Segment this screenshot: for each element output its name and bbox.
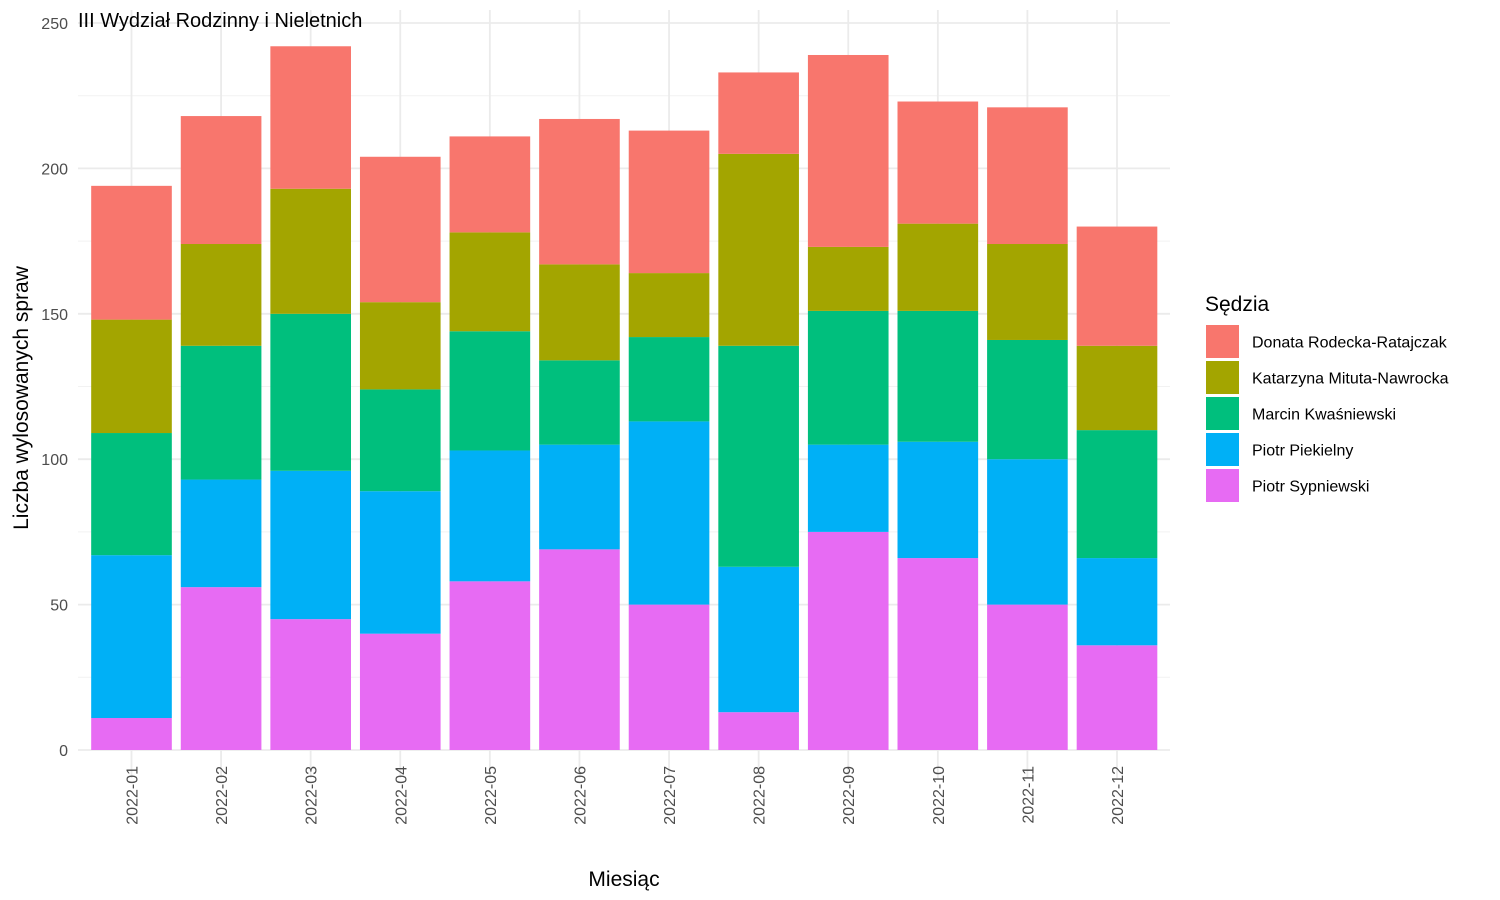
legend-items: Donata Rodecka-Ratajczak Katarzyna Mituta… [1206,325,1449,502]
legend: Sędzia Donata Rodecka-Ratajczak Katarzyna… [1205,293,1449,502]
x-axis-title: Miesiąc [588,868,659,891]
bar-segment-piotr-sypniewski-2022-08 [718,712,799,750]
legend-label-katarzyna-mituta-nawrocka: Katarzyna Mituta-Nawrocka [1252,371,1449,388]
legend-label-donata-rodecka-ratajczak: Donata Rodecka-Ratajczak [1252,335,1448,352]
bar-segment-piotr-piekielny-2022-07 [628,421,710,605]
bar-segment-piotr-sypniewski-2022-12 [1076,645,1158,750]
bar-segment-piotr-piekielny-2022-11 [987,459,1068,605]
bar-segment-piotr-piekielny-2022-08 [718,566,799,713]
x-tick-label: 2022-07 [662,766,679,825]
bar-segment-marcin-kwasniewski-2022-09 [807,310,889,445]
bar-segment-piotr-sypniewski-2022-07 [628,604,710,750]
y-tick-label: 150 [41,307,68,324]
bar-segment-piotr-piekielny-2022-02 [180,479,262,588]
bar-segment-katarzyna-mituta-nawrocka-2022-11 [987,244,1068,340]
bar-segment-katarzyna-mituta-nawrocka-2022-06 [539,264,620,361]
legend-label-marcin-kwasniewski: Marcin Kwaśniewski [1252,407,1396,424]
bar-segment-donata-rodecka-ratajczak-2022-06 [539,118,620,265]
bar-segment-piotr-sypniewski-2022-04 [359,633,441,750]
bar-segment-katarzyna-mituta-nawrocka-2022-09 [807,246,889,311]
bar-segment-marcin-kwasniewski-2022-06 [539,360,620,445]
y-tick-label: 0 [59,743,68,760]
bar-segment-donata-rodecka-ratajczak-2022-02 [180,116,262,245]
bar-segment-donata-rodecka-ratajczak-2022-07 [628,130,710,274]
bar-segment-piotr-sypniewski-2022-11 [987,604,1068,750]
legend-key-katarzyna-mituta-nawrocka [1206,361,1239,394]
bar-segment-donata-rodecka-ratajczak-2022-11 [987,107,1068,245]
legend-key-donata-rodecka-ratajczak [1206,325,1239,358]
bar-segment-piotr-sypniewski-2022-10 [897,558,979,750]
bar-segment-katarzyna-mituta-nawrocka-2022-10 [897,223,979,311]
y-tick-label: 200 [41,161,68,178]
x-tick-label: 2022-02 [214,766,231,825]
bar-segment-marcin-kwasniewski-2022-07 [628,337,710,422]
x-tick-label: 2022-09 [841,766,858,825]
x-tick-label: 2022-10 [931,766,948,825]
legend-key-piotr-sypniewski [1206,469,1239,502]
bar-segment-piotr-sypniewski-2022-02 [180,587,262,750]
bar-segment-katarzyna-mituta-nawrocka-2022-07 [628,273,710,338]
x-axis-ticks: 2022-01 2022-02 2022-03 2022-04 2022-05 2022-… [125,766,1128,825]
bar-segment-donata-rodecka-ratajczak-2022-01 [91,185,172,320]
bar-segment-donata-rodecka-ratajczak-2022-09 [807,54,889,247]
bar-segment-katarzyna-mituta-nawrocka-2022-02 [180,244,262,346]
bar-segment-piotr-piekielny-2022-05 [449,450,531,582]
bar-segment-piotr-piekielny-2022-09 [807,444,889,532]
bar-segment-katarzyna-mituta-nawrocka-2022-08 [718,153,799,346]
bar-segment-marcin-kwasniewski-2022-04 [359,389,441,492]
bar-segment-katarzyna-mituta-nawrocka-2022-05 [449,232,531,332]
bar-segment-marcin-kwasniewski-2022-03 [270,313,351,471]
bar-segment-piotr-piekielny-2022-06 [539,444,620,550]
x-tick-label: 2022-03 [304,766,321,825]
x-tick-label: 2022-12 [1110,766,1127,825]
bar-segment-donata-rodecka-ratajczak-2022-08 [718,72,799,154]
bar-segment-piotr-sypniewski-2022-03 [270,619,351,750]
bar-segment-katarzyna-mituta-nawrocka-2022-01 [91,319,172,434]
bar-segment-donata-rodecka-ratajczak-2022-10 [897,101,979,224]
legend-label-piotr-sypniewski: Piotr Sypniewski [1252,479,1369,496]
x-tick-label: 2022-11 [1020,766,1037,824]
bar-segment-marcin-kwasniewski-2022-10 [897,310,979,442]
bar-segment-piotr-piekielny-2022-10 [897,441,979,559]
bar-segment-marcin-kwasniewski-2022-12 [1076,430,1158,559]
x-tick-label: 2022-01 [125,766,142,825]
x-tick-label: 2022-04 [393,766,410,825]
x-tick-label: 2022-08 [752,766,769,825]
y-axis-title: Liczba wylosowanych spraw [10,265,33,530]
bar-segment-marcin-kwasniewski-2022-05 [449,331,531,451]
bar-segment-piotr-piekielny-2022-03 [270,470,351,620]
bar-segment-piotr-sypniewski-2022-01 [91,718,172,750]
bar-segment-piotr-sypniewski-2022-05 [449,581,531,750]
y-tick-label: 50 [50,598,68,615]
bar-segment-donata-rodecka-ratajczak-2022-04 [359,156,441,303]
y-axis-ticks: 0 50 100 150 200 250 [41,16,68,760]
bar-segment-katarzyna-mituta-nawrocka-2022-12 [1076,345,1158,431]
legend-title: Sędzia [1205,293,1270,316]
bar-segment-piotr-sypniewski-2022-09 [807,531,889,750]
bar-segment-marcin-kwasniewski-2022-08 [718,345,799,567]
bar-segment-marcin-kwasniewski-2022-01 [91,433,172,556]
legend-label-piotr-piekielny: Piotr Piekielny [1252,443,1353,460]
bar-segment-donata-rodecka-ratajczak-2022-03 [270,46,351,189]
bar-segment-katarzyna-mituta-nawrocka-2022-04 [359,302,441,390]
bar-segment-donata-rodecka-ratajczak-2022-05 [449,136,531,233]
y-tick-label: 250 [41,16,68,33]
bar-segment-piotr-piekielny-2022-04 [359,491,441,634]
x-tick-label: 2022-05 [483,766,500,825]
bar-segment-donata-rodecka-ratajczak-2022-12 [1076,226,1158,346]
y-tick-label: 100 [41,452,68,469]
legend-key-piotr-piekielny [1206,433,1239,466]
bar-segment-katarzyna-mituta-nawrocka-2022-03 [270,188,351,314]
bars [91,46,1158,750]
chart-title: III Wydział Rodzinny i Nieletnich [78,10,362,32]
bar-segment-marcin-kwasniewski-2022-02 [180,345,262,480]
x-tick-label: 2022-06 [572,766,589,825]
legend-key-marcin-kwasniewski [1206,397,1239,430]
bar-segment-piotr-sypniewski-2022-06 [539,549,620,750]
bar-segment-piotr-piekielny-2022-12 [1076,558,1158,646]
bar-segment-piotr-piekielny-2022-01 [91,555,172,719]
bar-segment-marcin-kwasniewski-2022-11 [987,339,1068,460]
